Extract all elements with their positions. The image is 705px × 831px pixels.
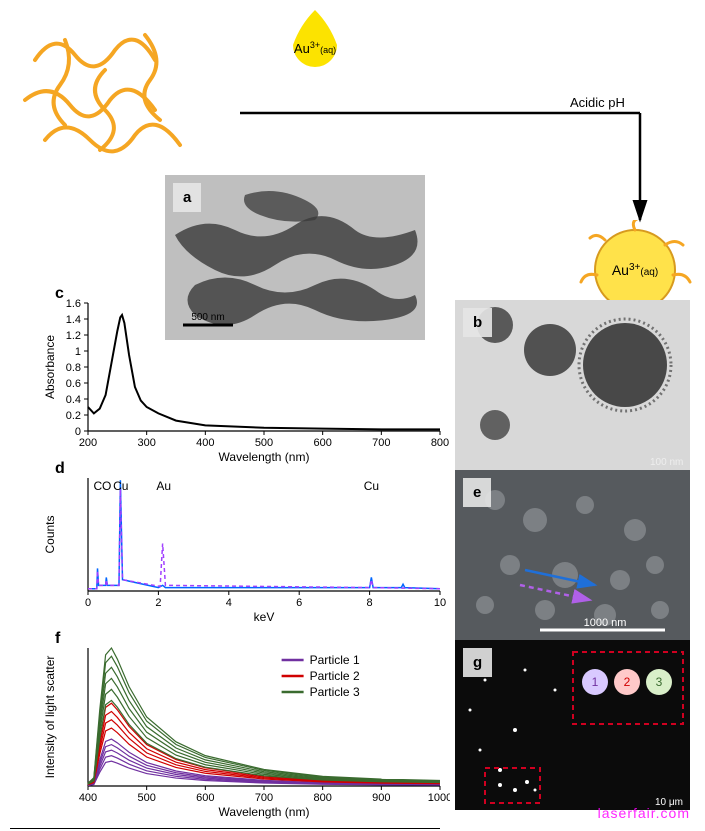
svg-text:Cu: Cu [113,479,128,493]
svg-text:1: 1 [592,675,599,689]
svg-text:600: 600 [313,437,331,449]
bottom-rule [10,828,440,829]
svg-text:Au: Au [156,479,171,493]
svg-text:1000 nm: 1000 nm [584,617,627,629]
svg-text:1.2: 1.2 [66,330,81,342]
svg-text:0.4: 0.4 [66,394,81,406]
gold-droplet: Au3+(aq) [275,5,355,90]
svg-text:200: 200 [79,437,97,449]
panel-b-label: b [463,308,492,337]
svg-text:0: 0 [75,426,81,438]
panel-g-label: g [463,648,492,677]
svg-text:800: 800 [313,792,331,804]
svg-text:Particle 1: Particle 1 [310,653,360,667]
svg-text:3: 3 [656,675,663,689]
panel-f-chart: 400 500 600 700 800 900 1000 Wavelength (nm) Int… [40,640,450,820]
inset-circles: 1 2 3 [582,669,672,695]
panel-c-chart: 200 300 400 500 600 700 800 0 0.2 0.4 0.6 0.8 1 1.2 1.… [40,295,450,465]
panel-b-image: 100 nm b [455,300,690,470]
svg-text:700: 700 [372,437,390,449]
svg-text:300: 300 [137,437,155,449]
polymer-squiggles [15,20,215,190]
svg-text:1.4: 1.4 [66,314,81,326]
svg-text:700: 700 [255,792,273,804]
svg-text:0: 0 [85,597,91,609]
svg-text:800: 800 [431,437,449,449]
panel-e-label: e [463,478,491,507]
svg-text:900: 900 [372,792,390,804]
svg-text:0.8: 0.8 [66,362,81,374]
svg-text:500: 500 [255,437,273,449]
svg-text:10: 10 [434,597,446,609]
svg-text:2: 2 [155,597,161,609]
svg-text:0.6: 0.6 [66,378,81,390]
svg-text:600: 600 [196,792,214,804]
svg-text:4: 4 [226,597,232,609]
svg-text:Absorbance: Absorbance [43,335,57,399]
watermark: laserfair.com [598,805,690,821]
svg-text:O: O [102,479,111,493]
svg-text:2: 2 [624,675,631,689]
svg-text:100 nm: 100 nm [650,457,683,468]
svg-text:Wavelength (nm): Wavelength (nm) [219,450,310,464]
panel-a-label: a [173,183,201,212]
svg-text:400: 400 [79,792,97,804]
panel-d-chart: 0246810keVCountsCOCuAuCu [40,470,450,625]
svg-text:0.2: 0.2 [66,410,81,422]
svg-text:Particle 2: Particle 2 [310,669,360,683]
panel-e-image: 1000 nm e [455,470,690,640]
svg-text:1: 1 [75,346,81,358]
svg-text:8: 8 [367,597,373,609]
svg-text:Wavelength (nm): Wavelength (nm) [219,805,310,819]
svg-text:keV: keV [254,610,275,624]
svg-text:500: 500 [137,792,155,804]
svg-text:Cu: Cu [364,479,379,493]
svg-text:1.6: 1.6 [66,298,81,310]
svg-text:Counts: Counts [43,515,57,553]
svg-text:Intensity of light scatter: Intensity of light scatter [43,656,57,779]
panel-g-image: 1 2 3 10 μm g [455,640,690,810]
svg-text:1000: 1000 [428,792,450,804]
svg-text:400: 400 [196,437,214,449]
arrow-label: Acidic pH [570,95,625,110]
svg-text:6: 6 [296,597,302,609]
svg-text:Particle 3: Particle 3 [310,685,360,699]
